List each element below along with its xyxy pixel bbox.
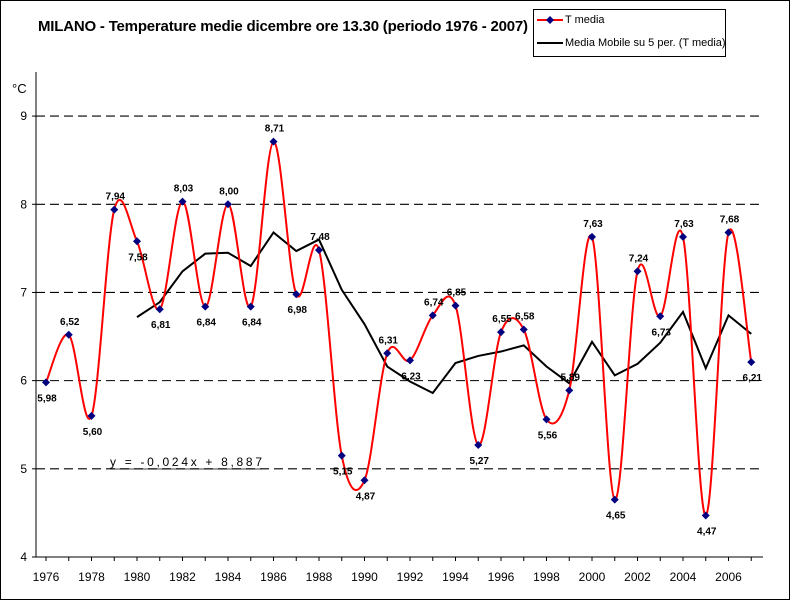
- data-point-1985: [246, 302, 255, 311]
- x-tick-label-2004: 2004: [670, 570, 697, 584]
- data-label-2005: 4,47: [697, 527, 717, 538]
- x-tick-label-1984: 1984: [215, 570, 242, 584]
- data-point-1977: [64, 330, 73, 339]
- data-point-1987: [292, 290, 301, 299]
- data-label-1988: 7,48: [310, 232, 330, 243]
- data-label-1995: 5,27: [470, 456, 490, 467]
- data-label-2003: 6,73: [652, 327, 672, 338]
- x-tick-label-1978: 1978: [78, 570, 105, 584]
- data-point-1978: [87, 411, 96, 420]
- data-point-1996: [497, 328, 505, 337]
- data-point-1995: [474, 441, 483, 450]
- data-label-1984: 8,00: [219, 186, 239, 197]
- data-point-1986: [269, 137, 278, 146]
- x-tick-label-1998: 1998: [533, 570, 560, 584]
- data-point-1994: [451, 301, 460, 310]
- data-point-1999: [565, 386, 574, 395]
- data-label-1996: 6,55: [492, 314, 512, 325]
- x-tick-label-1986: 1986: [260, 570, 287, 584]
- data-point-2006: [724, 228, 733, 237]
- x-tick-label-1992: 1992: [397, 570, 424, 584]
- data-label-1993: 6,74: [424, 297, 444, 308]
- x-tick-label-1982: 1982: [169, 570, 196, 584]
- y-tick-label-6: 6: [20, 374, 27, 388]
- data-point-1991: [383, 349, 392, 358]
- x-tick-label-1988: 1988: [306, 570, 333, 584]
- data-point-1993: [428, 311, 437, 320]
- legend-swatch-t-media: [537, 16, 563, 24]
- data-label-1998: 5,56: [538, 430, 558, 441]
- legend-label-moving-average: Media Mobile su 5 per. (T media): [565, 37, 726, 49]
- data-label-1994: 6,85: [447, 288, 467, 299]
- data-label-2007: 6,21: [743, 373, 763, 384]
- data-point-1989: [337, 451, 346, 460]
- data-label-2002: 7,24: [629, 253, 649, 264]
- data-label-1987: 6,98: [288, 305, 308, 316]
- data-label-1976: 5,98: [37, 393, 57, 404]
- data-label-1991: 6,31: [379, 335, 399, 346]
- data-point-1984: [224, 200, 232, 209]
- data-label-1978: 5,60: [83, 427, 103, 438]
- trendline-equation: y = -0,024x + 8,887: [110, 455, 262, 469]
- legend-swatch-moving-average: [537, 42, 563, 44]
- data-point-1981: [155, 305, 164, 314]
- x-tick-label-1996: 1996: [488, 570, 515, 584]
- legend-entry-t-media: T media: [534, 13, 725, 29]
- data-point-1990: [360, 476, 369, 485]
- data-label-1980: 7,58: [128, 252, 148, 263]
- data-label-1982: 8,03: [174, 184, 194, 195]
- data-point-1979: [110, 205, 119, 214]
- data-label-1983: 6,84: [197, 318, 217, 329]
- y-tick-label-9: 9: [20, 109, 27, 123]
- y-tick-label-5: 5: [20, 462, 27, 476]
- x-tick-label-1976: 1976: [33, 570, 60, 584]
- y-axis-label: °C: [12, 81, 27, 96]
- legend-label-t-media: T media: [565, 14, 605, 26]
- data-point-2005: [701, 511, 710, 520]
- data-label-1997: 6,58: [515, 311, 535, 322]
- x-tick-label-1994: 1994: [442, 570, 469, 584]
- data-point-1976: [42, 378, 50, 387]
- data-label-1977: 6,52: [60, 317, 80, 328]
- data-label-1999: 5,89: [561, 372, 581, 383]
- y-tick-label-4: 4: [20, 550, 27, 564]
- data-label-1990: 4,87: [356, 491, 376, 502]
- chart-title: MILANO - Temperature medie dicembre ore …: [38, 18, 528, 35]
- data-point-2002: [633, 267, 642, 276]
- data-point-1998: [542, 415, 551, 424]
- x-tick-label-1990: 1990: [351, 570, 378, 584]
- legend: T media Media Mobile su 5 per. (T media): [533, 9, 726, 57]
- data-point-1997: [519, 325, 528, 334]
- y-tick-label-7: 7: [20, 285, 27, 299]
- legend-entry-moving-average: Media Mobile su 5 per. (T media): [534, 36, 726, 52]
- data-label-2006: 7,68: [720, 214, 740, 225]
- data-point-1992: [406, 356, 414, 365]
- data-label-1979: 7,94: [106, 192, 126, 203]
- data-point-2003: [656, 312, 665, 321]
- x-tick-label-2006: 2006: [715, 570, 742, 584]
- data-point-2007: [747, 358, 756, 367]
- data-point-2000: [588, 232, 596, 241]
- x-tick-label-2000: 2000: [579, 570, 606, 584]
- series-line-moving-average: [136, 231, 752, 395]
- data-point-2004: [679, 232, 687, 241]
- data-point-2001: [610, 495, 619, 504]
- y-tick-label-8: 8: [20, 197, 27, 211]
- data-point-1983: [201, 302, 210, 311]
- data-point-1980: [133, 237, 141, 246]
- data-label-1986: 8,71: [265, 124, 285, 135]
- data-label-1989: 5,15: [333, 467, 353, 478]
- data-label-2000: 7,63: [583, 219, 603, 230]
- x-tick-label-1980: 1980: [124, 570, 151, 584]
- data-point-1982: [178, 197, 187, 206]
- data-label-2004: 7,63: [674, 219, 694, 230]
- x-tick-label-2002: 2002: [624, 570, 651, 584]
- data-point-1988: [315, 246, 323, 255]
- data-label-1985: 6,84: [242, 318, 262, 329]
- data-label-1992: 6,23: [401, 371, 421, 382]
- data-label-2001: 4,65: [606, 511, 626, 522]
- data-label-1981: 6,81: [151, 320, 171, 331]
